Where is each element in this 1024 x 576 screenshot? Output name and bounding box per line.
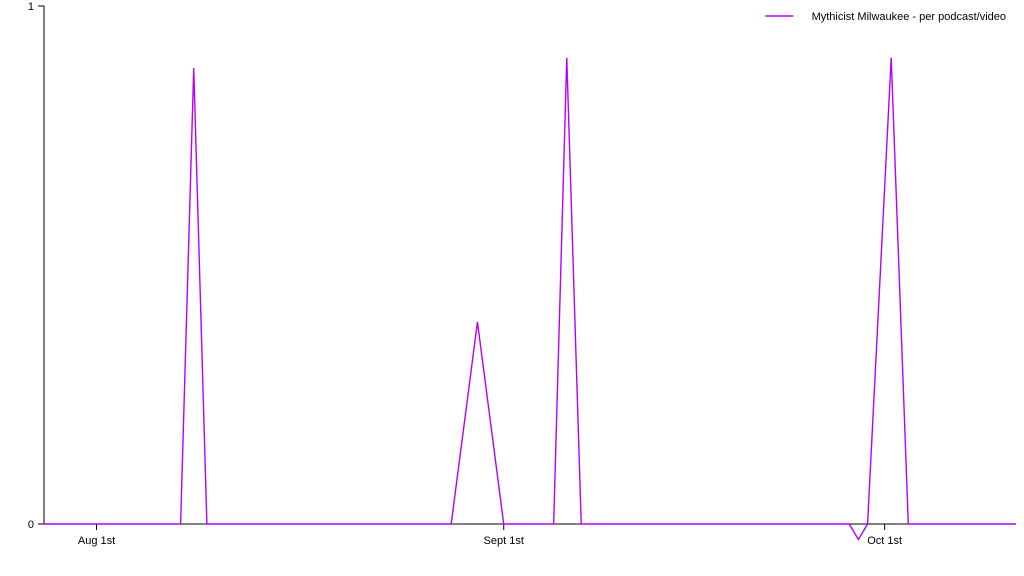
x-tick-label: Sept 1st	[484, 535, 524, 547]
y-tick-label: 1	[28, 1, 34, 13]
line-chart: 0 1 Aug 1st Sept 1st Oct 1st Mythicist Milwau…	[0, 0, 1024, 576]
x-tick-label: Oct 1st	[867, 535, 902, 547]
chart-container: 0 1 Aug 1st Sept 1st Oct 1st Mythicist Milwau…	[0, 0, 1024, 576]
chart-background	[0, 0, 1024, 576]
x-tick-label: Aug 1st	[78, 535, 115, 547]
y-tick-label: 0	[28, 519, 34, 531]
legend-label: Mythicist Milwaukee - per podcast/video	[812, 11, 1006, 23]
